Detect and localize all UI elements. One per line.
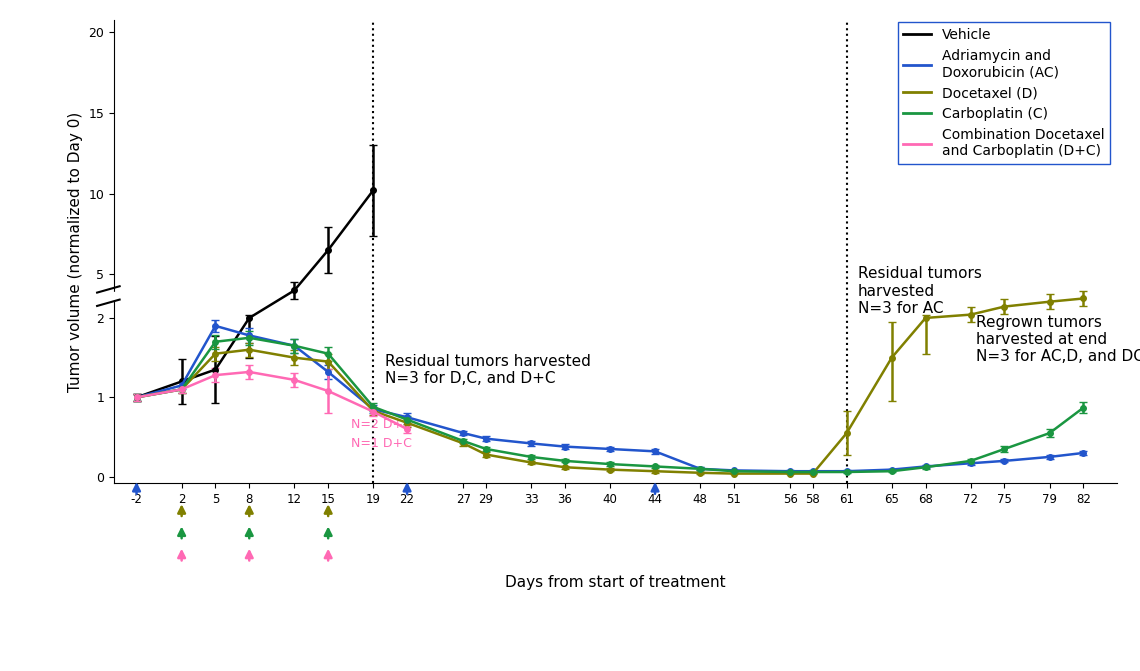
Text: Residual tumors harvested
N=3 for D,C, and D+C: Residual tumors harvested N=3 for D,C, a… (384, 354, 591, 386)
Text: Regrown tumors
harvested at end
N=3 for AC,D, and DC: Regrown tumors harvested at end N=3 for … (976, 315, 1140, 364)
Y-axis label: Tumor volume (normalized to Day 0): Tumor volume (normalized to Day 0) (68, 111, 83, 392)
Legend: Vehicle, Adriamycin and
Doxorubicin (AC), Docetaxel (D), Carboplatin (C), Combin: Vehicle, Adriamycin and Doxorubicin (AC)… (897, 22, 1110, 164)
Text: N=2 D+C: N=2 D+C (351, 417, 412, 431)
Text: N=1 D+C: N=1 D+C (351, 437, 412, 450)
Text: Residual tumors
harvested
N=3 for AC: Residual tumors harvested N=3 for AC (858, 266, 982, 316)
X-axis label: Days from start of treatment: Days from start of treatment (505, 575, 726, 590)
